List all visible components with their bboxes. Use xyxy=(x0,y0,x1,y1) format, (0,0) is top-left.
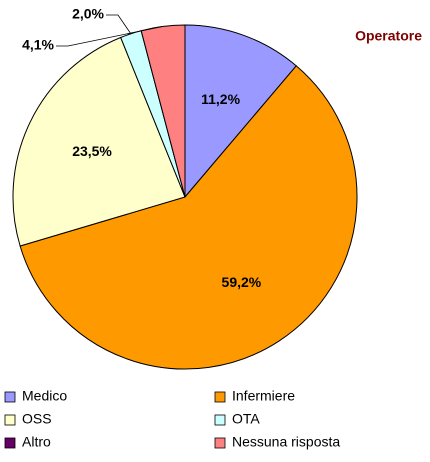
legend-swatch xyxy=(214,414,226,426)
legend-label: Medico xyxy=(22,388,67,404)
legend-label: Nessuna risposta xyxy=(232,434,340,450)
legend-label: OTA xyxy=(232,411,260,427)
chart-title: Operatore xyxy=(355,28,422,44)
pie-slice xyxy=(12,36,186,247)
legend-label: Infermiere xyxy=(232,388,295,404)
data-label: 4,1% xyxy=(22,37,54,53)
legend-swatch xyxy=(214,391,226,403)
legend-label: Altro xyxy=(22,434,51,450)
data-label: 2,0% xyxy=(72,6,104,22)
legend-swatch xyxy=(4,391,16,403)
legend-swatch xyxy=(4,414,16,426)
legend-swatch xyxy=(214,437,226,449)
data-label: 11,2% xyxy=(201,91,240,107)
data-label: 23,5% xyxy=(72,143,112,159)
leader-line xyxy=(56,26,163,47)
pie-slice xyxy=(19,65,358,370)
data-label: 59,2% xyxy=(222,274,262,290)
legend-label: OSS xyxy=(22,411,52,427)
legend-swatch xyxy=(4,437,16,449)
leader-line xyxy=(106,14,132,34)
pie-slice xyxy=(184,24,297,199)
